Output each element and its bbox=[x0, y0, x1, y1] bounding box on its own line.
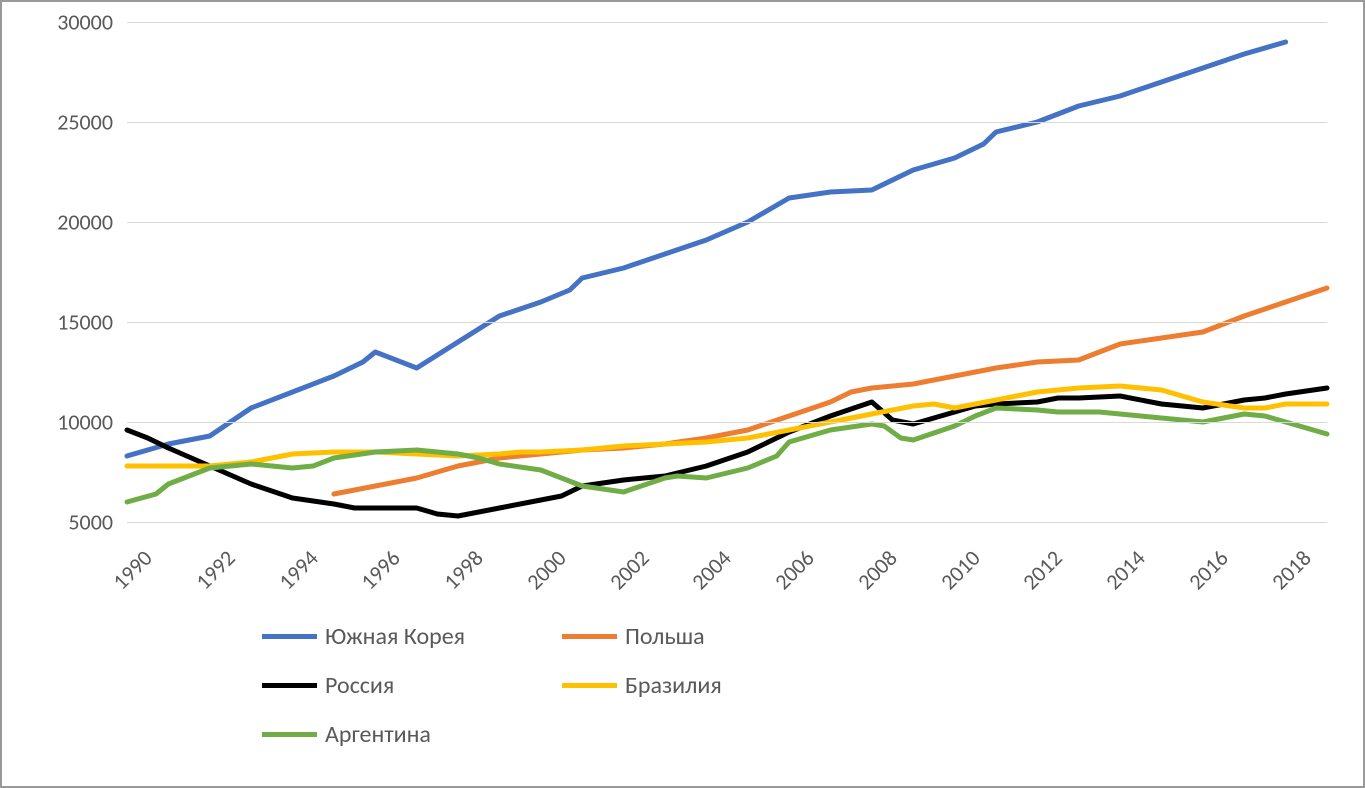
legend-item: Аргентина bbox=[262, 720, 512, 749]
x-axis-label: 2008 bbox=[852, 544, 903, 595]
gridline bbox=[127, 522, 1327, 523]
gridline bbox=[127, 422, 1327, 423]
x-axis-label: 1998 bbox=[438, 544, 489, 595]
legend-swatch bbox=[562, 634, 617, 639]
legend-label: Польша bbox=[625, 622, 705, 651]
x-axis-label: 2012 bbox=[1017, 544, 1068, 595]
x-axis-label: 2006 bbox=[769, 544, 820, 595]
legend-item: Россия bbox=[262, 671, 512, 700]
gridline bbox=[127, 22, 1327, 23]
x-axis-label: 1990 bbox=[107, 544, 158, 595]
gridline bbox=[127, 122, 1327, 123]
y-axis-label: 15000 bbox=[13, 309, 113, 336]
legend-item: Бразилия bbox=[562, 671, 812, 700]
x-axis-label: 2004 bbox=[686, 544, 737, 595]
legend-swatch bbox=[562, 683, 617, 688]
legend-label: Россия bbox=[325, 671, 394, 700]
x-axis-label: 2000 bbox=[521, 544, 572, 595]
chart-svg bbox=[127, 22, 1327, 522]
x-axis-label: 2010 bbox=[935, 544, 986, 595]
x-axis-label: 1994 bbox=[273, 544, 324, 595]
y-axis-label: 5000 bbox=[13, 509, 113, 536]
gridline bbox=[127, 222, 1327, 223]
legend-swatch bbox=[262, 683, 317, 688]
y-axis-label: 30000 bbox=[13, 9, 113, 36]
y-axis-label: 25000 bbox=[13, 109, 113, 136]
x-axis-label: 2018 bbox=[1266, 544, 1317, 595]
series-line bbox=[334, 288, 1327, 494]
x-axis-label: 1996 bbox=[355, 544, 406, 595]
legend-label: Южная Корея bbox=[325, 622, 465, 651]
series-line bbox=[127, 386, 1327, 466]
x-axis-label: 2016 bbox=[1183, 544, 1234, 595]
legend-label: Аргентина bbox=[325, 720, 431, 749]
legend-label: Бразилия bbox=[625, 671, 722, 700]
x-axis-label: 2014 bbox=[1100, 544, 1151, 595]
legend-swatch bbox=[262, 634, 317, 639]
legend-swatch bbox=[262, 732, 317, 737]
legend-item: Польша bbox=[562, 622, 812, 651]
y-axis-label: 20000 bbox=[13, 209, 113, 236]
legend-item: Южная Корея bbox=[262, 622, 512, 651]
plot-area bbox=[127, 22, 1327, 522]
x-axis-label: 2002 bbox=[604, 544, 655, 595]
chart-container: Южная Корея Польша Россия Бразилия Аргентина… bbox=[0, 0, 1365, 788]
gridline bbox=[127, 322, 1327, 323]
y-axis-label: 10000 bbox=[13, 409, 113, 436]
legend: Южная Корея Польша Россия Бразилия Аргентина bbox=[262, 622, 1112, 769]
x-axis-label: 1992 bbox=[190, 544, 241, 595]
